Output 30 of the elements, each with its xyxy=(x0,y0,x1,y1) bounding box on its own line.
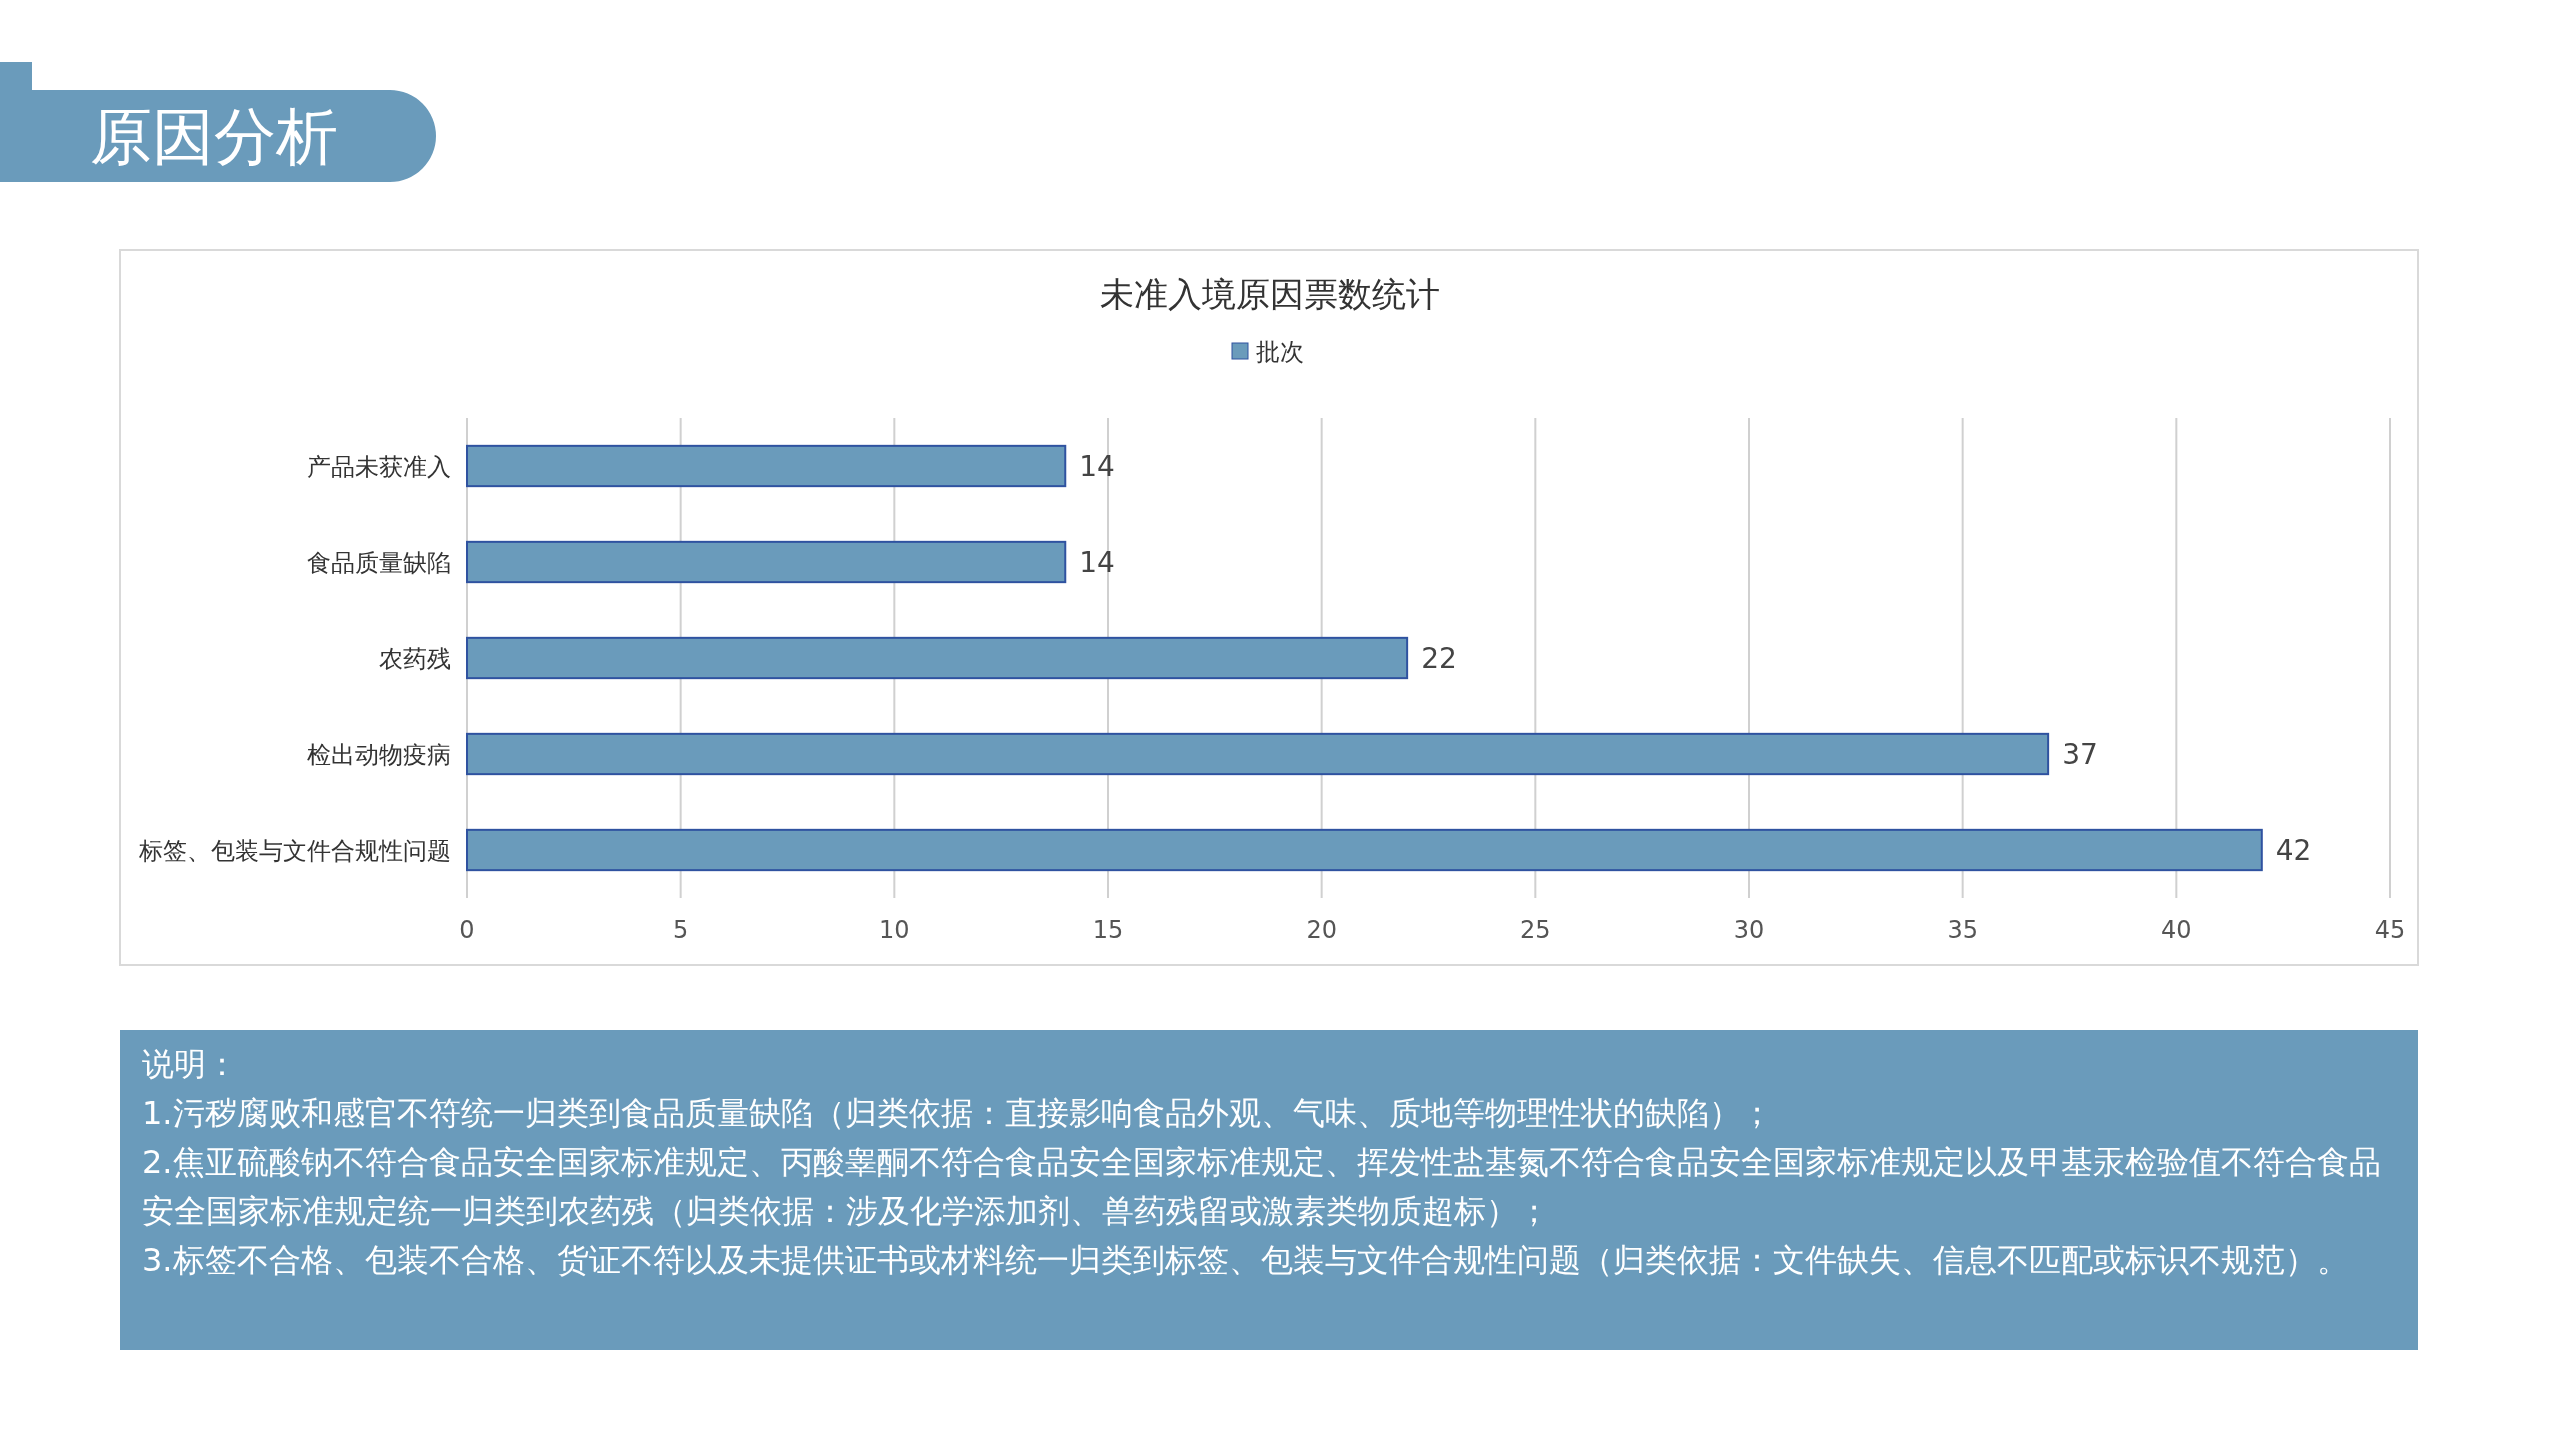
chart-title: 未准入境原因票数统计 xyxy=(1100,274,1440,314)
heading: 原因分析 xyxy=(0,62,436,182)
x-tick-label: 45 xyxy=(2374,916,2406,944)
y-tick-label: 食品质量缺陷 xyxy=(307,549,451,577)
notes: 说明： 1.污秽腐败和感官不符统一归类到食品质量缺陷（归类依据：直接影响食品外观、气味、质地等物理性状的缺陷）； 2.焦亚硫酸钠不符合食品安全国家标准规定、丙酸睾酮不符合食品安全国家标准规定、挥发性盐基氮不符合食品安全国家标准规定以及甲基汞检验值不符合食品安全国家标准规定统一归类到农药残（归类依据：涉及化学添加剂、兽药残留或激素类物质超标）； 3.标签不合格、包装不合格、货证不符以及未提供证书或材料统一归类到标签、包装与文件合规性问题（归类依据：文件缺失、信息不匹配或标识不规范）。 xyxy=(120,1030,2418,1350)
data-label: 37 xyxy=(2062,738,2098,771)
y-tick-label: 农药残 xyxy=(379,645,451,673)
x-tick-label: 30 xyxy=(1733,916,1765,944)
data-label: 14 xyxy=(1079,450,1115,483)
bar xyxy=(466,828,2263,872)
x-tick-label: 15 xyxy=(1092,916,1124,944)
data-label: 42 xyxy=(2275,834,2312,867)
bar xyxy=(466,444,1067,488)
data-label: 22 xyxy=(1421,642,1457,675)
data-label: 14 xyxy=(1079,546,1115,579)
x-tick-label: 20 xyxy=(1306,916,1337,944)
x-tick-label: 5 xyxy=(673,916,689,944)
bar xyxy=(466,732,2050,776)
x-tick-label: 25 xyxy=(1520,916,1551,944)
x-tick-label: 0 xyxy=(459,916,475,944)
y-tick-label: 标签、包装与文件合规性问题 xyxy=(138,837,451,865)
y-tick-label: 产品未获准入 xyxy=(307,453,451,481)
x-tick-label: 35 xyxy=(1947,916,1978,944)
bar xyxy=(466,636,1409,680)
legend-label: 批次 xyxy=(1256,338,1304,366)
bar xyxy=(466,540,1067,584)
x-tick-label: 10 xyxy=(879,916,910,944)
x-tick-label: 40 xyxy=(2161,916,2192,944)
y-tick-label: 检出动物疫病 xyxy=(307,741,451,769)
legend: 批次 xyxy=(1231,338,1304,366)
